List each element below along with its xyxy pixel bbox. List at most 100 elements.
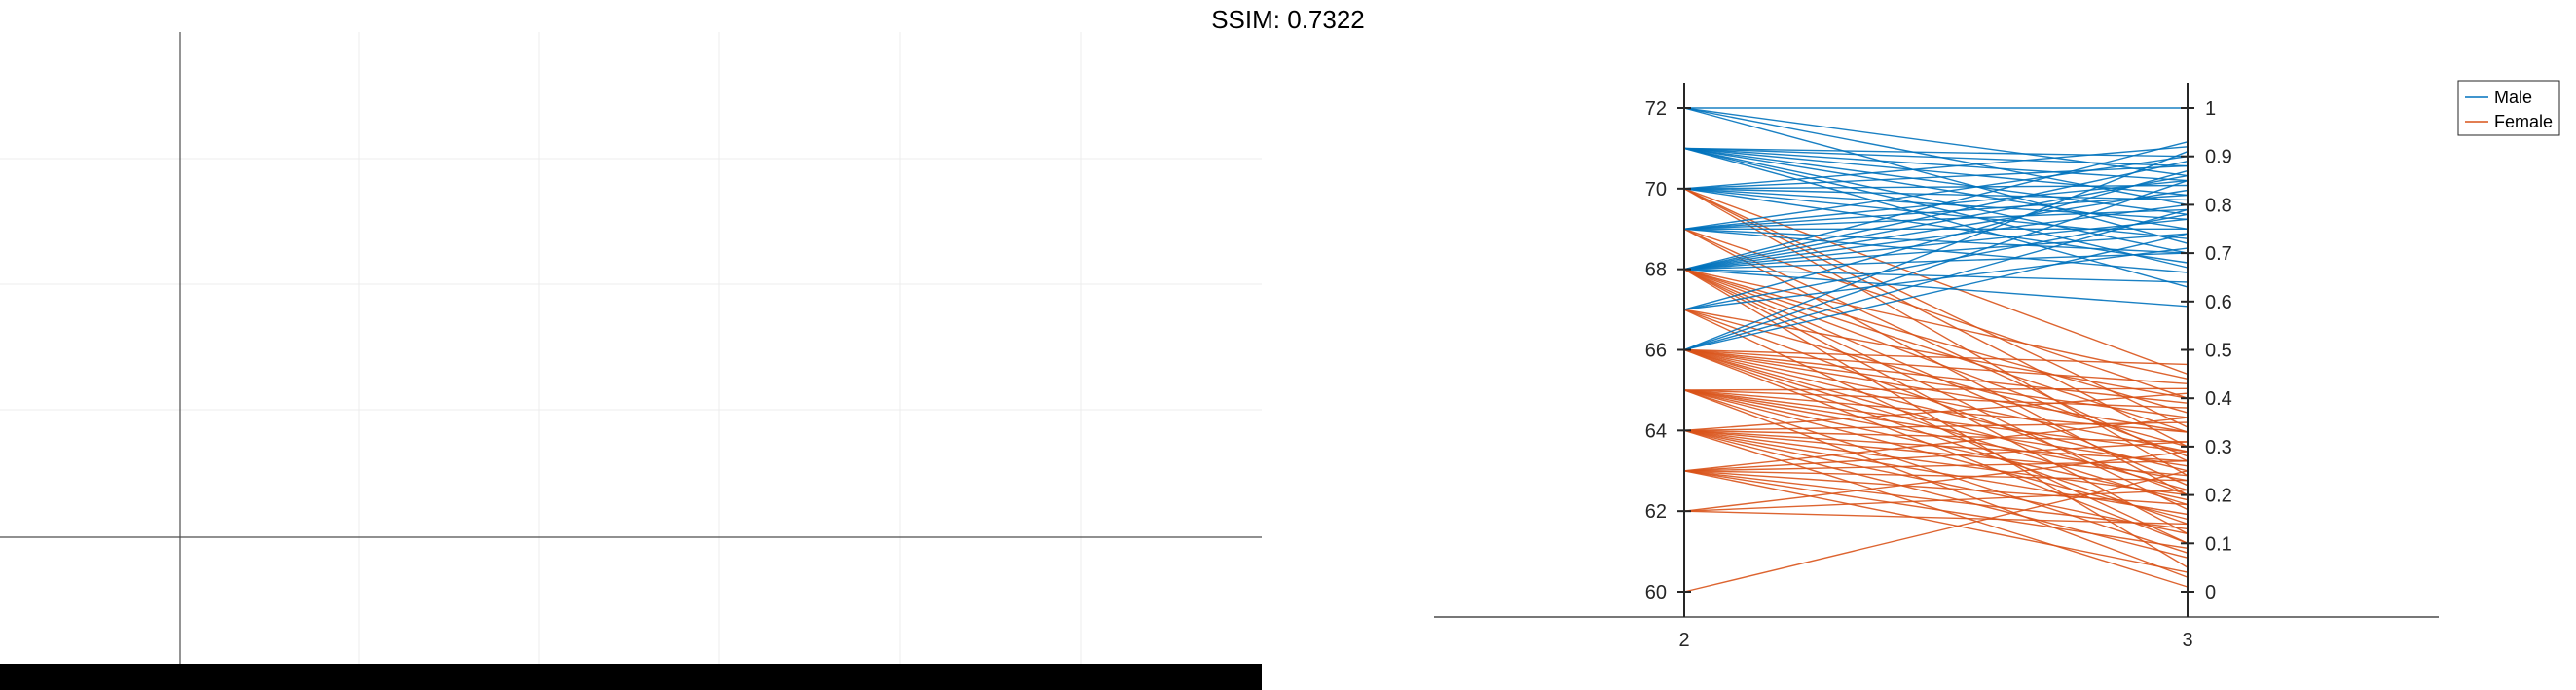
series-line-male xyxy=(1683,233,2189,351)
series-line-female xyxy=(1683,228,2189,462)
series-line-male xyxy=(1683,147,2189,158)
series-line-male xyxy=(1683,184,2189,190)
series-line-female xyxy=(1683,510,2189,526)
series-line-female xyxy=(1683,348,2189,472)
series-line-male xyxy=(1683,218,2189,271)
series-line-female xyxy=(1683,309,2189,399)
series-line-male xyxy=(1683,208,2189,230)
series-line-female xyxy=(1683,429,2189,559)
series-line-female xyxy=(1683,429,2189,462)
series-line-female xyxy=(1683,348,2189,366)
left-tick-label: 64 xyxy=(1645,420,1667,442)
series-line-male xyxy=(1683,164,2189,190)
series-line-female xyxy=(1683,429,2189,443)
series-line-male xyxy=(1683,247,2189,310)
legend-label-male: Male xyxy=(2494,88,2532,107)
series-line-female xyxy=(1683,228,2189,399)
series-line-female xyxy=(1683,387,2189,391)
right-coordinate-ticks: 0 0.1 0.2 0.3 0.4 0.5 0.6 0.7 0.8 0.9 1 xyxy=(2181,98,2232,603)
series-line-male xyxy=(1683,147,2189,197)
right-tick-label: 0 xyxy=(2205,582,2216,603)
series-line-male xyxy=(1683,147,2189,182)
series-line-female xyxy=(1683,429,2189,496)
series-line-female xyxy=(1683,188,2189,376)
series-line-male xyxy=(1683,107,2189,244)
series-line-female xyxy=(1683,470,2189,482)
series-line-male xyxy=(1683,174,2189,271)
series-line-male xyxy=(1683,179,2189,230)
series-line-female xyxy=(1683,389,2189,467)
series-line-male xyxy=(1683,269,2189,283)
series-line-female xyxy=(1683,470,2189,530)
series-line-female xyxy=(1683,460,2189,472)
series-line-male xyxy=(1683,189,2189,271)
series-line-female xyxy=(1683,470,2189,506)
right-tick-label: 0.8 xyxy=(2205,195,2232,216)
series-line-male xyxy=(1683,147,2189,269)
series-line-male xyxy=(1683,179,2189,351)
series-line-male xyxy=(1683,156,2189,230)
right-tick-label: 0.2 xyxy=(2205,486,2232,507)
series-line-female xyxy=(1683,470,2189,549)
series-line-female xyxy=(1683,389,2189,433)
series-line-female xyxy=(1683,429,2189,535)
series-line-female xyxy=(1683,309,2189,496)
right-tick-label: 1 xyxy=(2205,98,2216,120)
series-line-female xyxy=(1683,389,2189,453)
legend-box xyxy=(2457,80,2560,136)
right-tick-label: 0.5 xyxy=(2205,341,2232,362)
series-line-female xyxy=(1683,348,2189,384)
right-tick-label: 0.1 xyxy=(2205,533,2232,555)
series-line-female xyxy=(1683,470,2189,573)
series-line-female xyxy=(1683,269,2189,380)
right-tick-label: 0.9 xyxy=(2205,147,2232,168)
series-line-female xyxy=(1683,348,2189,491)
series-line-female xyxy=(1683,269,2189,568)
series-line-male xyxy=(1683,194,2189,230)
series-line-male xyxy=(1683,169,2189,310)
series-line-female xyxy=(1683,392,2189,431)
series-line-male xyxy=(1683,269,2189,308)
series-line-female xyxy=(1683,389,2189,409)
series-line-male xyxy=(1683,147,2189,288)
series-line-female xyxy=(1683,417,2189,472)
series-line-female xyxy=(1683,389,2189,482)
left-grid xyxy=(0,32,1262,664)
series-line-female xyxy=(1683,429,2189,588)
series-line-female xyxy=(1683,348,2189,404)
right-tick-label: 0.7 xyxy=(2205,243,2232,265)
series-line-female xyxy=(1683,389,2189,501)
series-line-male xyxy=(1683,188,2189,220)
series-line-female xyxy=(1683,188,2189,448)
series-line-female xyxy=(1683,429,2189,477)
series-line-male xyxy=(1683,188,2189,201)
series-line-female xyxy=(1683,429,2189,516)
left-tick-label: 60 xyxy=(1645,582,1667,603)
series-line-female xyxy=(1683,451,2189,512)
right-axes: 60 62 64 66 68 70 72 0 0.1 0.2 0.3 0.4 0.5 0.6 0.7 0.8… xyxy=(1434,83,2439,651)
x-tick-label: 3 xyxy=(2182,630,2192,651)
left-tick-label: 62 xyxy=(1645,501,1667,523)
series-line-female xyxy=(1683,348,2189,433)
series-line-male xyxy=(1683,213,2189,310)
series-line-male xyxy=(1683,233,2189,271)
legend-label-female: Female xyxy=(2494,112,2553,131)
series-line-male xyxy=(1683,228,2189,254)
series-line-female xyxy=(1683,389,2189,554)
series-line-female xyxy=(1683,470,2189,593)
series-line-female xyxy=(1683,348,2189,526)
left-tick-label: 68 xyxy=(1645,260,1667,281)
left-coordinate-ticks: 60 62 64 66 68 70 72 xyxy=(1645,98,1691,603)
series-line-male xyxy=(1683,151,2189,351)
series-line-male xyxy=(1683,188,2189,264)
left-axes xyxy=(0,32,1262,690)
series-line-female xyxy=(1683,441,2189,472)
series-line-male xyxy=(1683,107,2189,177)
series-line-male xyxy=(1683,161,2189,271)
series-line-female xyxy=(1683,348,2189,544)
left-tick-label: 66 xyxy=(1645,341,1667,362)
series-line-female xyxy=(1683,269,2189,487)
